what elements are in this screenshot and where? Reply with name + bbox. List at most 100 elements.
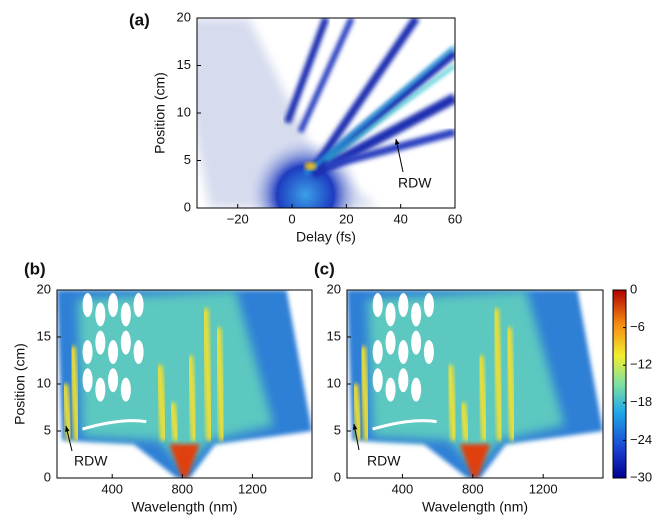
annotation: RDW	[367, 453, 401, 469]
field	[385, 302, 396, 327]
field	[398, 293, 409, 318]
field	[445, 364, 459, 441]
field	[169, 444, 200, 478]
field	[82, 419, 147, 431]
panel-label: (c)	[314, 259, 335, 278]
field	[284, 18, 330, 124]
x-tick-label: 400	[101, 481, 123, 496]
field	[504, 327, 517, 441]
y-tick-label: 10	[37, 375, 51, 390]
y-tick-label: 15	[177, 57, 191, 72]
field	[186, 355, 199, 441]
field	[458, 402, 471, 441]
field	[297, 18, 355, 134]
colorbar-tick-label: −24	[630, 432, 652, 447]
y-tick-label: 0	[334, 469, 341, 484]
annotation-arrow	[395, 138, 404, 173]
field	[411, 377, 422, 402]
field	[82, 368, 93, 393]
colorbar-tick-label: −18	[630, 394, 652, 409]
field	[108, 368, 119, 393]
field	[304, 45, 455, 175]
field	[214, 327, 227, 441]
field	[120, 377, 131, 402]
field	[108, 293, 119, 318]
y-tick-label: 0	[44, 469, 51, 484]
panel-label: (a)	[129, 10, 150, 29]
field	[423, 293, 434, 318]
panel: −20 0 20 40 60 0 5 10 15 20 Delay (fs) Position (cm…	[129, 9, 462, 245]
x-tick-label: 0	[288, 211, 295, 226]
field	[411, 302, 422, 327]
x-tick-label: 800	[462, 481, 484, 496]
colorbar-tick-label: −6	[630, 319, 645, 334]
x-tick-label: 60	[448, 211, 462, 226]
field	[459, 444, 491, 478]
field	[351, 383, 364, 441]
x-tick-label: 400	[392, 481, 414, 496]
colorbar-tick-label: 0	[630, 281, 637, 296]
field	[372, 340, 383, 365]
field	[304, 162, 317, 171]
field	[398, 368, 409, 393]
field	[95, 302, 106, 327]
panel: 400 800 1200 0 5 10 15 20 Wavelength (nm) (c) RDW 0…	[314, 259, 652, 514]
y-tick-label: 15	[327, 328, 341, 343]
y-axis-label: Position (cm)	[12, 343, 28, 425]
field	[68, 346, 81, 441]
annotation: RDW	[398, 175, 432, 191]
annotation-arrowhead	[352, 424, 358, 430]
x-tick-label: 800	[171, 481, 193, 496]
x-tick-label: 40	[393, 211, 407, 226]
field	[372, 293, 383, 318]
x-tick-label: 1200	[238, 481, 267, 496]
field	[309, 18, 420, 173]
field	[82, 340, 93, 365]
annotation-arrowhead	[65, 426, 70, 432]
field	[95, 330, 106, 355]
y-tick-label: 20	[177, 9, 191, 24]
field	[372, 419, 437, 431]
annotation-arrowhead	[394, 139, 400, 145]
y-tick-label: 10	[177, 104, 191, 119]
field	[310, 48, 455, 174]
field	[133, 293, 144, 318]
annotation: RDW	[74, 453, 108, 469]
field	[82, 293, 93, 318]
field	[324, 128, 455, 171]
field	[491, 308, 505, 441]
field	[476, 355, 489, 441]
colorbar	[612, 289, 627, 479]
y-tick-label: 10	[327, 375, 341, 390]
x-axis-label: Delay (fs)	[296, 229, 356, 245]
colorbar-tick-label: −12	[630, 357, 652, 372]
x-tick-label: 20	[339, 211, 353, 226]
y-tick-label: 20	[37, 281, 51, 296]
y-tick-label: 15	[37, 328, 51, 343]
field	[133, 340, 144, 365]
field	[61, 383, 74, 441]
field	[201, 308, 214, 441]
colorbar-tick-label: −30	[630, 469, 652, 484]
field	[155, 364, 168, 441]
x-axis-label: Wavelength (nm)	[422, 499, 528, 515]
field	[385, 377, 396, 402]
field	[385, 330, 396, 355]
heatmap-field	[57, 290, 312, 478]
heatmap-field	[197, 18, 455, 208]
y-tick-label: 5	[184, 152, 191, 167]
x-tick-label: 1200	[529, 481, 558, 496]
y-tick-label: 0	[184, 199, 191, 214]
field	[423, 340, 434, 365]
y-axis-label: Position (cm)	[152, 72, 168, 154]
field	[411, 330, 422, 355]
x-tick-label: −20	[227, 211, 249, 226]
x-axis-label: Wavelength (nm)	[131, 499, 237, 515]
field	[372, 368, 383, 393]
field	[95, 377, 106, 402]
field	[120, 330, 131, 355]
heatmap-field	[347, 290, 603, 478]
field	[358, 346, 371, 441]
field	[108, 340, 119, 365]
